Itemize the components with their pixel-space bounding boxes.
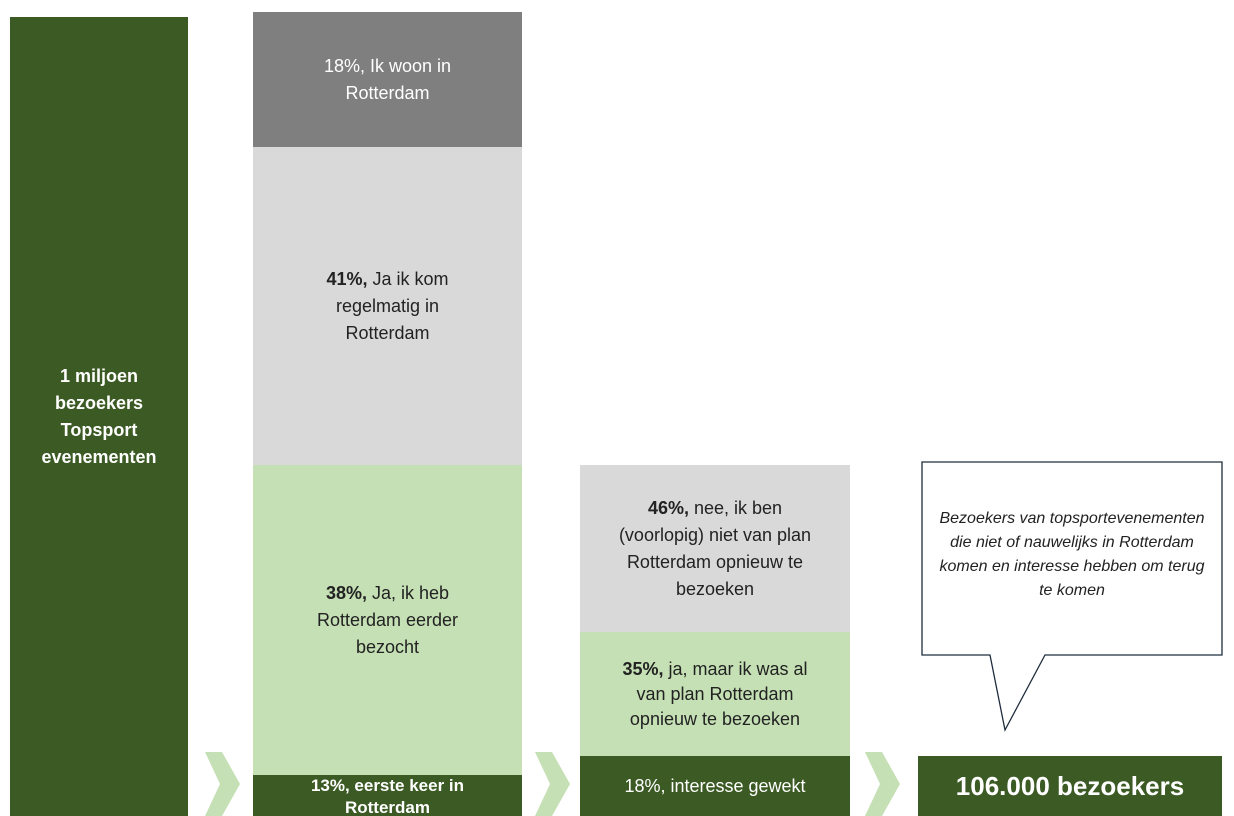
segment: 38%, Ja, ik heb Rotterdam eerder bezocht <box>253 465 522 775</box>
callout-text: Bezoekers van topsportevenementen die ni… <box>922 470 1222 640</box>
segment-bold: 41%, <box>326 268 368 289</box>
segment: 13%, eerste keer in Rotterdam <box>253 775 522 816</box>
segment-label: 38%, Ja, ik heb Rotterdam eerder bezocht <box>293 580 482 661</box>
segment: 46%, nee, ik ben (voorlopig) niet van pl… <box>580 465 850 632</box>
segment-label: 13%, eerste keer in Rotterdam <box>278 775 497 816</box>
segment-bold: 46%, <box>647 497 689 518</box>
segment: 18%, Ik woon in Rotterdam <box>253 12 522 147</box>
result-label: 106.000 bezoekers <box>955 770 1185 801</box>
segment-label: 46%, nee, ik ben (voorlopig) niet van pl… <box>605 495 825 603</box>
segment-text: ja, maar ik was al van plan Rotterdam op… <box>629 658 808 729</box>
segment-text: nee, ik ben (voorlopig) niet van plan Ro… <box>618 497 812 599</box>
arrow <box>205 752 240 816</box>
arrow <box>865 752 900 816</box>
callout-label: Bezoekers van topsportevenementen die ni… <box>939 510 1205 599</box>
segment-text: 18%, Ik woon in Rotterdam <box>323 55 452 103</box>
segment: 18%, interesse gewekt <box>580 756 850 816</box>
segment-bold: 13%, eerste keer in Rotterdam <box>310 776 465 816</box>
result-box: 106.000 bezoekers <box>918 756 1222 816</box>
segment-label: 18%, Ik woon in Rotterdam <box>313 53 462 107</box>
segment-text: Ja, ik heb Rotterdam eerder bezocht <box>316 582 459 657</box>
segment-label: 35%, ja, maar ik was al van plan Rotterd… <box>610 657 820 732</box>
segment-text: 18%, interesse gewekt <box>624 775 806 796</box>
segment: 41%, Ja ik kom regelmatig in Rotterdam <box>253 147 522 465</box>
callout-shape <box>921 461 1223 732</box>
segment-label: 41%, Ja ik kom regelmatig in Rotterdam <box>303 266 472 347</box>
segment-text: Ja ik kom regelmatig in Rotterdam <box>335 268 449 343</box>
segment-bold: 38%, <box>325 582 367 603</box>
total-column: 1 miljoen bezoekers Topsport evenementen <box>10 17 188 816</box>
segment: 35%, ja, maar ik was al van plan Rotterd… <box>580 632 850 756</box>
arrow <box>535 752 570 816</box>
total-label: 1 miljoen bezoekers Topsport evenementen <box>41 365 157 467</box>
segment-bold: 35%, <box>622 658 664 679</box>
segment-label: 18%, interesse gewekt <box>624 773 805 800</box>
